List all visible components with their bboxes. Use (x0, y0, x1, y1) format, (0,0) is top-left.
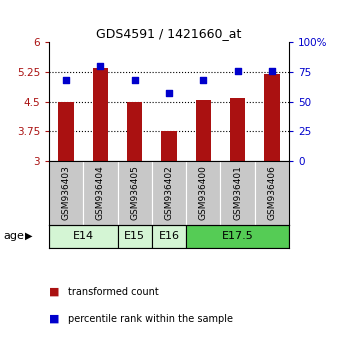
Bar (186, 161, 220, 224)
Bar (152, 161, 186, 224)
Bar (58, 102, 74, 161)
Bar (230, 98, 245, 161)
Title: GDS4591 / 1421660_at: GDS4591 / 1421660_at (96, 27, 242, 40)
Text: transformed count: transformed count (68, 287, 158, 297)
Text: GSM936405: GSM936405 (130, 165, 139, 220)
Point (235, 68, 240, 74)
Point (98, 63, 103, 69)
Point (132, 78, 138, 83)
Point (64, 78, 69, 83)
Bar (49, 224, 118, 248)
Text: E16: E16 (159, 231, 179, 241)
Text: GSM936406: GSM936406 (267, 165, 276, 220)
Text: E15: E15 (124, 231, 145, 241)
Bar (83, 161, 118, 224)
Bar (49, 161, 83, 224)
Text: E14: E14 (73, 231, 94, 241)
Text: ■: ■ (49, 314, 59, 324)
Text: percentile rank within the sample: percentile rank within the sample (68, 314, 233, 324)
Text: GSM936404: GSM936404 (96, 165, 105, 220)
Point (166, 91, 172, 96)
Point (200, 78, 206, 83)
Text: age: age (3, 231, 24, 241)
Text: ■: ■ (49, 287, 59, 297)
Text: GSM936402: GSM936402 (165, 165, 173, 220)
Bar (127, 102, 142, 161)
Bar (196, 100, 211, 161)
Bar (255, 161, 289, 224)
Bar (264, 74, 280, 161)
Bar (93, 68, 108, 161)
Text: GSM936401: GSM936401 (233, 165, 242, 220)
Text: E17.5: E17.5 (222, 231, 254, 241)
Text: ▶: ▶ (25, 231, 33, 241)
Bar (118, 161, 152, 224)
Point (269, 68, 274, 74)
Bar (186, 224, 289, 248)
Bar (152, 224, 186, 248)
Bar (161, 131, 177, 161)
Bar (118, 224, 152, 248)
Text: GSM936400: GSM936400 (199, 165, 208, 220)
Text: GSM936403: GSM936403 (62, 165, 71, 220)
Bar (220, 161, 255, 224)
